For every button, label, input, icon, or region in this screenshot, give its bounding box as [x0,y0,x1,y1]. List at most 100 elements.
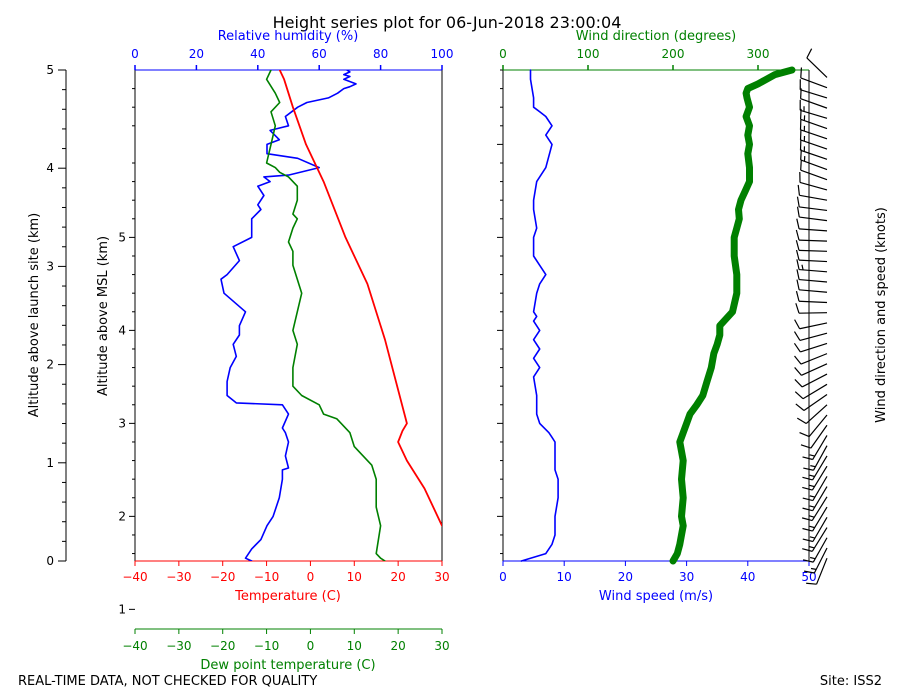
humidity-tick-label: 40 [250,47,265,61]
chart-title: Height series plot for 06-Jun-2018 23:00… [273,13,622,32]
wind-barb-staff [799,332,828,341]
wind-barb [796,269,828,283]
launch-site-tick-label: 3 [46,259,54,273]
wind-barb [799,172,828,191]
wind-barb-half [809,525,815,529]
wind-barb-half [809,505,815,508]
wind-barb-half [809,495,816,498]
wind-speed-tick-label: 10 [557,570,572,584]
wind-direction-tick-label: 100 [577,47,600,61]
wind-barb-full [793,331,801,341]
wind-barb-full [803,570,815,574]
site-label: Site: ISS2 [819,674,882,689]
wind-barb-full [796,218,800,230]
wind-barb [802,516,828,543]
wind-barb [802,435,828,461]
msl-axis-label: Altitude above MSL (km) [96,236,111,396]
humidity-tick-label: 80 [373,47,388,61]
wind-barb-staff [799,216,828,222]
wind-barbs [793,48,828,585]
wind-barb [793,331,828,341]
wind-barb-full [794,367,802,376]
wind-barb [794,383,828,400]
wind-barb-staff [800,109,828,119]
wind-barb-full [802,548,813,552]
temperature-line [278,70,442,527]
wind-barb [802,486,828,512]
wind-barb [802,506,828,532]
wind-barb-staff [799,300,828,304]
thermo-series [220,70,442,561]
wind-barb-half [809,515,815,518]
wind-barb [794,353,828,365]
wind-barb-staff [810,424,828,449]
wind-barb-full [796,196,800,208]
wind-barb [802,465,828,491]
wind-barb-staff [800,169,828,181]
wind-barb-full [795,290,800,302]
launch-site-tick-label: 1 [46,456,54,470]
launch-site-axis-label: Altitude above launch site (km) [27,213,42,417]
temperature-tick-label: −40 [122,570,147,584]
wind-barb [795,249,828,263]
wind-barb-full [800,444,812,449]
wind-barb-staff [805,404,828,424]
wind-barb-full [793,342,801,353]
wind-barb-full [795,303,800,314]
wind-barb [795,229,828,242]
wind-barb-staff [808,414,828,437]
humidity-tick-label: 0 [131,47,139,61]
wind-barb-half [801,264,804,271]
wind-panel: 0 10 20 30 40 50 0 100 200 300 [497,47,828,585]
wind-barb-staff [800,89,828,99]
wind-barb [795,290,828,304]
wind-barb [799,79,828,99]
wind-barb-half [809,474,815,478]
wind-barb [797,184,828,201]
wind-barb-full [800,67,803,78]
wind-barb [796,279,828,293]
wind-barb-staff [812,435,828,460]
wind-barb-half [809,546,815,549]
temperature-tick-label: 30 [434,570,449,584]
barbs-axis-label: Wind direction and speed (knots) [874,207,889,423]
wind-barb-half [809,556,816,560]
wind-barb-full [806,48,813,59]
launch-site-axis: 0 1 2 3 4 5 [46,63,67,568]
wind-barb-staff [798,249,828,252]
wind-speed-line [520,69,559,562]
wind-barb [806,557,828,585]
wind-barb-staff [800,129,828,140]
wind-barb-staff [799,289,828,293]
wind-barb-full [802,527,813,532]
wind-barb [799,414,828,438]
wind-barb [795,394,828,411]
wind-barb [806,48,828,78]
wind-barb [795,303,828,314]
msl-tick-label: 4 [118,323,126,337]
wind-barb-half [809,454,815,457]
quality-disclaimer: REAL-TIME DATA, NOT CHECKED FOR QUALITY [18,674,318,689]
dewpoint-tick-label: 20 [391,639,406,653]
temperature-tick-label: 0 [307,570,315,584]
wind-barb-full [795,249,800,261]
dewpoint-tick-label: −40 [122,639,147,653]
wind-barb-staff [803,394,828,411]
wind-barb-full [802,559,814,563]
wind-barb-staff [799,278,828,283]
wind-barb [796,196,828,212]
wind-barb [794,319,828,330]
wind-barb [795,240,828,252]
wind-barb [802,527,828,552]
dewpoint-tick-label: −30 [166,639,191,653]
wind-barb-full [796,259,800,270]
msl-tick-label: 3 [118,416,126,430]
wind-barb-full [802,538,814,543]
wind-speed-tick-label: 40 [740,570,755,584]
wind-barb-full [800,149,802,160]
wind-barb-full [796,279,800,290]
wind-barb [801,496,828,522]
wind-barb-staff [813,547,828,574]
